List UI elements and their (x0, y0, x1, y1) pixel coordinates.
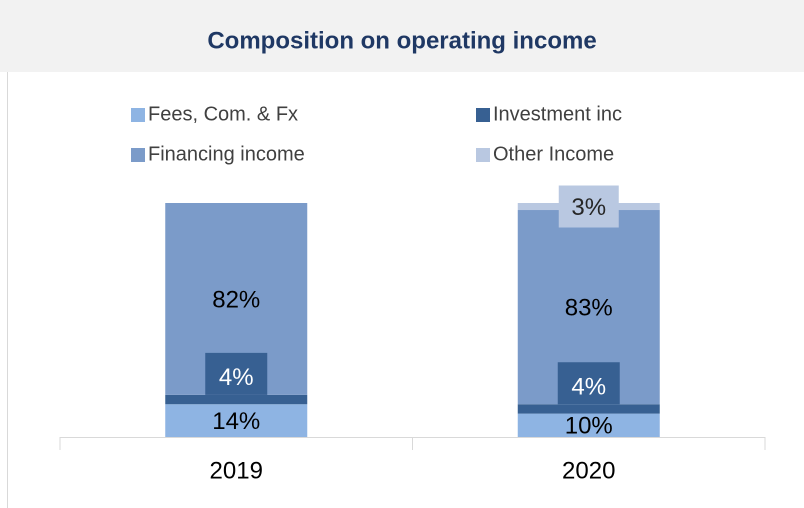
data-label: 82% (212, 286, 260, 313)
legend-label: Investment inc (493, 103, 622, 125)
data-label: 4% (219, 364, 254, 391)
x-tick-label: 2020 (562, 457, 615, 484)
legend-swatch (131, 108, 145, 122)
legend-label: Fees, Com. & Fx (148, 103, 298, 125)
label-box (558, 185, 619, 228)
legend-swatch (476, 148, 490, 162)
data-label: 4% (571, 374, 606, 401)
legend-swatch (476, 108, 490, 122)
label-box (205, 352, 268, 395)
data-label: 83% (565, 294, 613, 321)
bar-segment (165, 404, 308, 437)
title-band (0, 0, 804, 72)
data-label: 14% (212, 408, 260, 435)
data-label: 10% (565, 413, 613, 440)
legend-swatch (131, 148, 145, 162)
bar-segment (517, 413, 660, 437)
bar-segment (517, 404, 660, 414)
bar-segment (165, 394, 308, 405)
label-box (557, 362, 620, 405)
legend-label: Financing income (148, 143, 305, 165)
x-tick-label: 2019 (210, 457, 263, 484)
chart-title: Composition on operating income (207, 27, 596, 54)
legend-label: Other Income (493, 143, 614, 165)
data-label: 3% (571, 194, 606, 221)
